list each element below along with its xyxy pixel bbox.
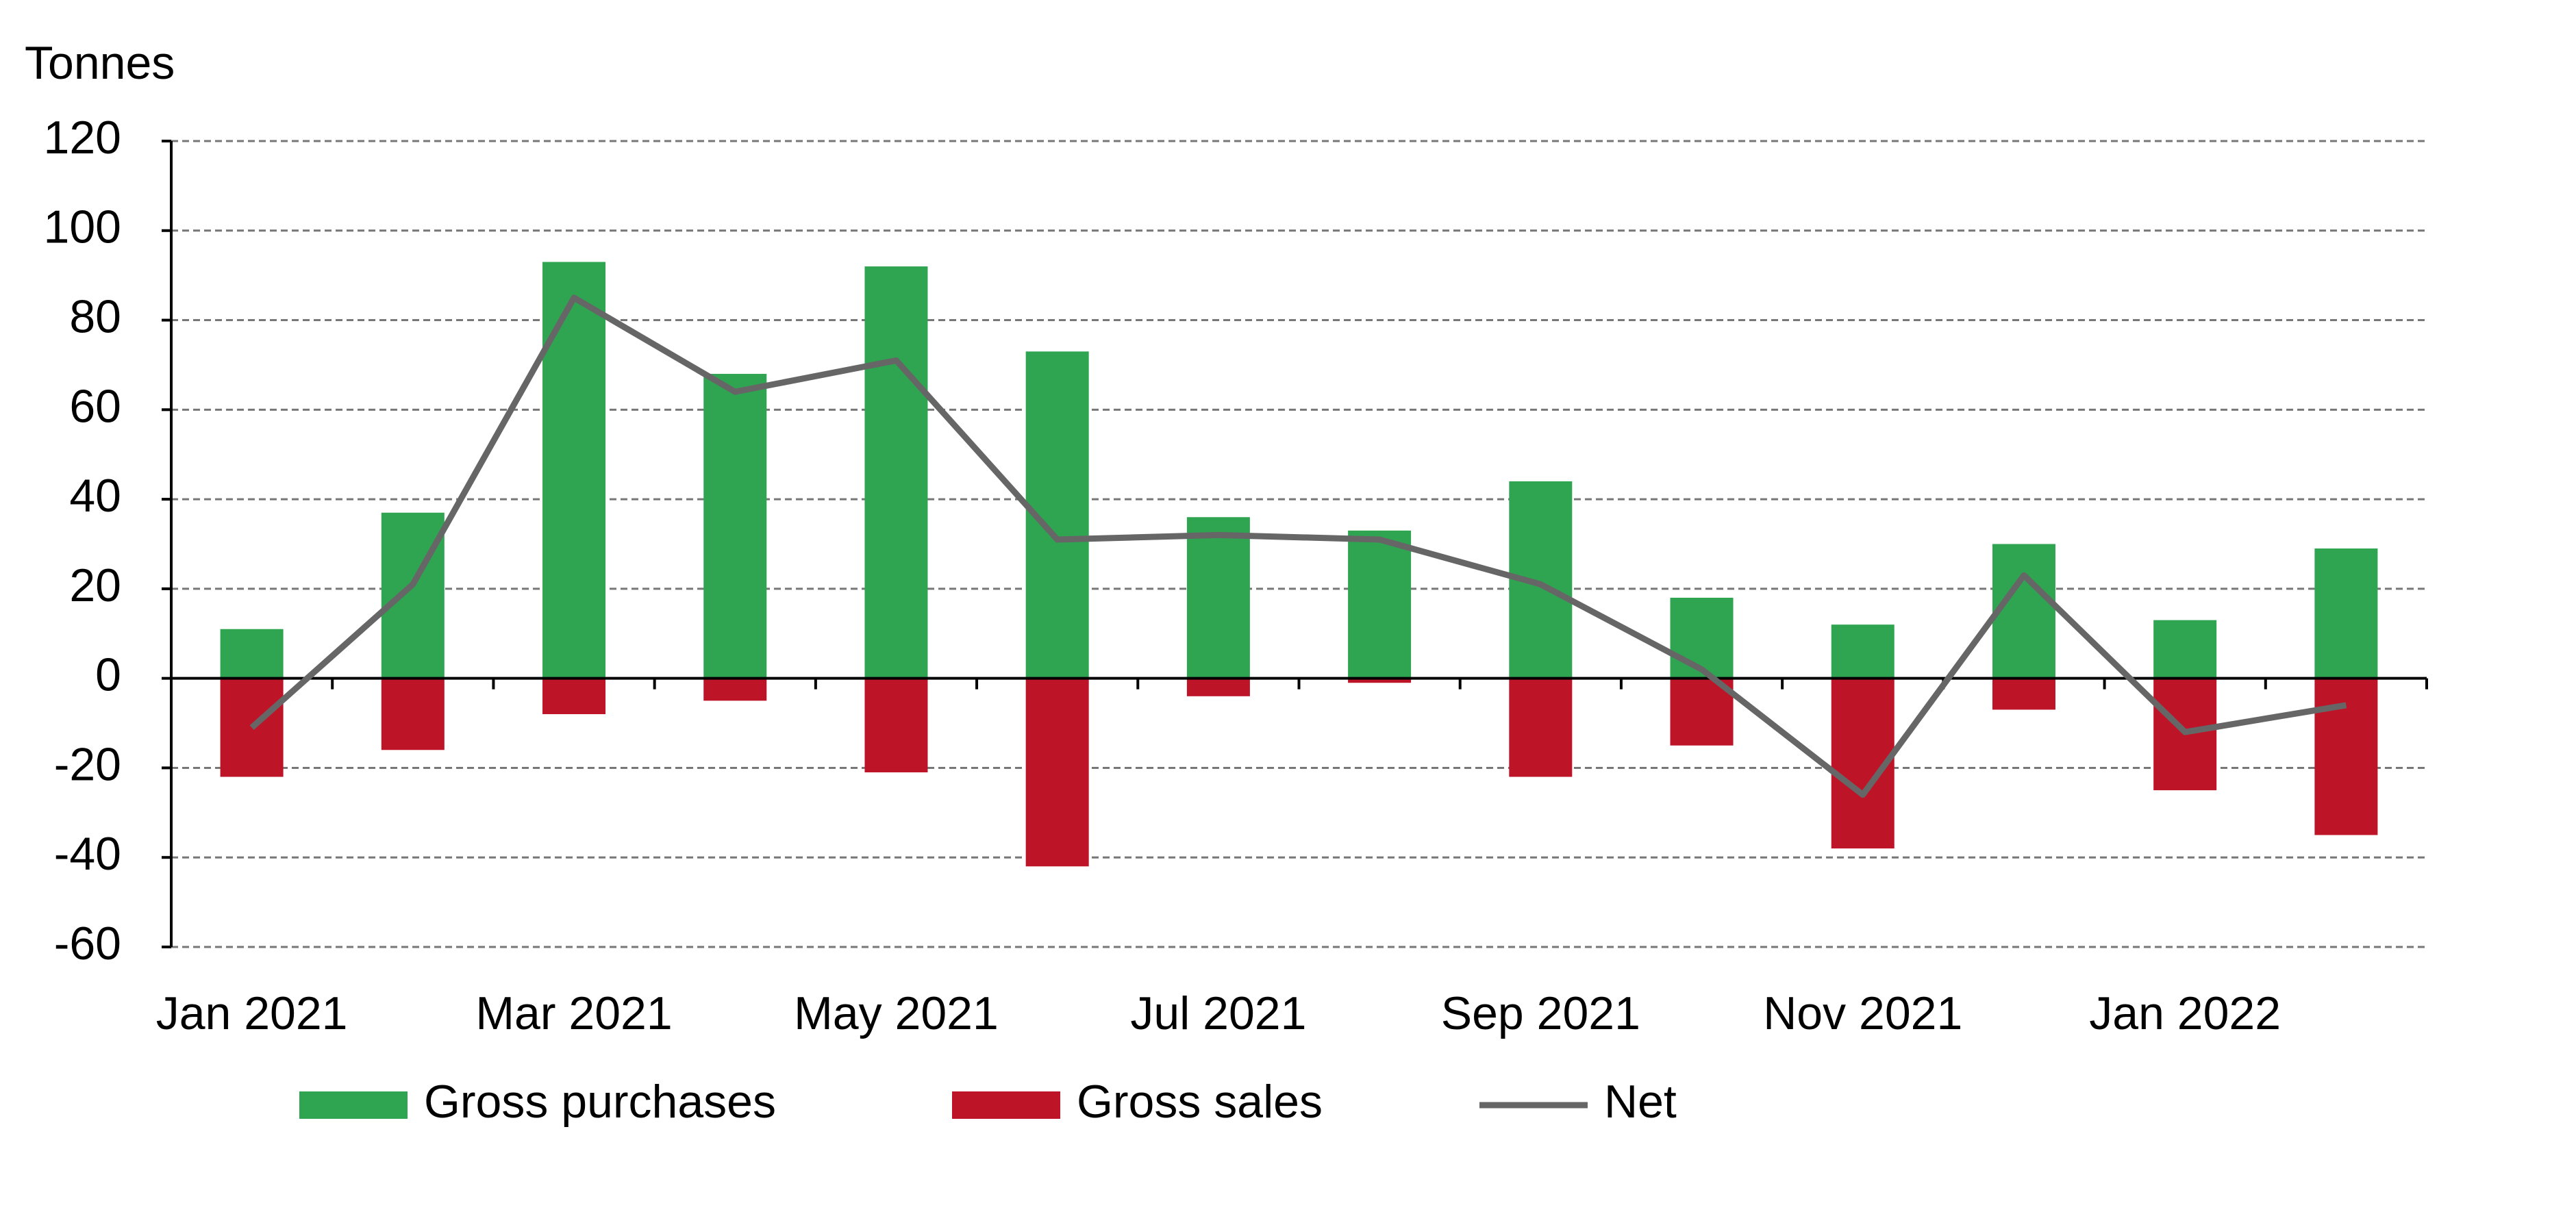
y-tick-label: 120 <box>44 112 121 164</box>
bar <box>1992 544 2055 679</box>
x-tick-label: Jan 2022 <box>2089 987 2281 1039</box>
y-axis-label: Tonnes <box>25 37 175 89</box>
bar <box>1348 530 1412 679</box>
bar <box>220 629 284 679</box>
y-tick-label: 40 <box>69 470 121 522</box>
bar <box>381 512 445 679</box>
bar <box>2153 620 2217 679</box>
bar <box>2314 678 2378 835</box>
y-tick-label: 20 <box>69 559 121 611</box>
bar <box>542 678 606 714</box>
bar <box>1025 678 1089 867</box>
bar <box>1186 517 1250 679</box>
x-tick-label: Jul 2021 <box>1130 987 1306 1039</box>
x-tick-label: Nov 2021 <box>1763 987 1962 1039</box>
y-tick-label: 100 <box>44 201 121 253</box>
legend-label: Gross sales <box>1077 1076 1323 1128</box>
bar <box>542 262 606 679</box>
bar <box>703 678 767 701</box>
bar <box>1992 678 2055 710</box>
y-tick-label: -40 <box>54 828 121 880</box>
y-tick-label: 80 <box>69 291 121 343</box>
bar <box>1670 597 1734 679</box>
bar <box>381 678 445 750</box>
x-tick-label: Mar 2021 <box>475 987 672 1039</box>
bar <box>2314 548 2378 679</box>
bar <box>864 678 928 772</box>
bar <box>703 374 767 679</box>
bar <box>864 266 928 679</box>
y-tick-label: 0 <box>95 649 121 701</box>
legend-label: Net <box>1604 1076 1677 1128</box>
legend-swatch <box>299 1091 408 1119</box>
line <box>249 294 2347 798</box>
x-tick-label: Jan 2021 <box>156 987 348 1039</box>
bar <box>1831 624 1895 679</box>
x-tick-label: Sep 2021 <box>1441 987 1640 1039</box>
y-tick-label: -60 <box>54 918 121 970</box>
legend-label: Gross purchases <box>424 1076 776 1128</box>
x-tick-label: May 2021 <box>794 987 999 1039</box>
bar <box>1348 678 1412 683</box>
bar <box>1509 678 1573 777</box>
bar <box>1186 678 1250 696</box>
y-tick-label: 60 <box>69 380 121 432</box>
y-tick-label: -20 <box>54 738 121 790</box>
legend-swatch <box>952 1091 1060 1119</box>
